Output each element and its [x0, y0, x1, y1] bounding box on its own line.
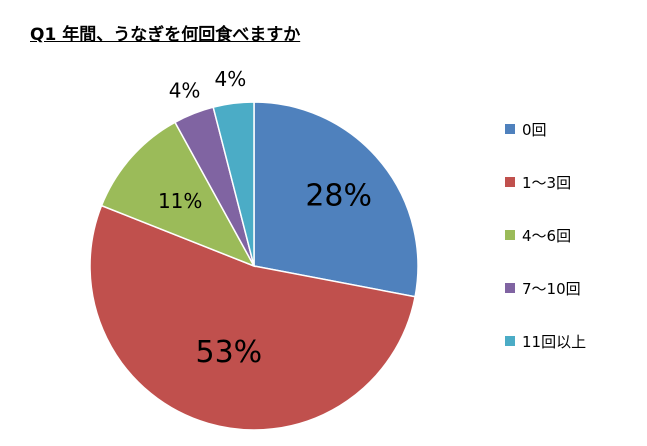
- legend-item-4: 11回以上: [505, 328, 586, 354]
- legend-swatch-3: [505, 283, 515, 293]
- slice-label-3: 4%: [169, 79, 201, 103]
- chart-title: Q1 年間、うなぎを何回食べますか: [30, 25, 301, 45]
- pie-slice-0: [253, 101, 419, 298]
- legend-label-3: 7～10回: [522, 279, 581, 298]
- slice-label-4: 4%: [214, 67, 246, 91]
- legend-item-3: 7～10回: [505, 275, 586, 301]
- pie-slice-2: [100, 121, 256, 268]
- legend-swatch-1: [505, 177, 515, 187]
- legend-item-1: 1～3回: [505, 169, 586, 195]
- legend-label-1: 1～3回: [522, 173, 572, 192]
- slice-label-0: 28%: [305, 178, 372, 213]
- slice-label-2: 11%: [158, 189, 202, 213]
- legend-label-4: 11回以上: [522, 332, 587, 351]
- slice-label-1: 53%: [195, 335, 262, 370]
- legend-item-2: 4～6回: [505, 222, 586, 248]
- legend-swatch-0: [505, 124, 515, 134]
- legend-swatch-2: [505, 230, 515, 240]
- pie-slice-1: [89, 204, 416, 431]
- legend: 0回 1～3回 4～6回 7～10回 11回以上: [505, 116, 586, 381]
- pie-slice-4: [212, 101, 255, 267]
- legend-swatch-4: [505, 336, 515, 346]
- legend-label-0: 0回: [522, 120, 547, 139]
- legend-item-0: 0回: [505, 116, 586, 142]
- legend-label-2: 4～6回: [522, 226, 572, 245]
